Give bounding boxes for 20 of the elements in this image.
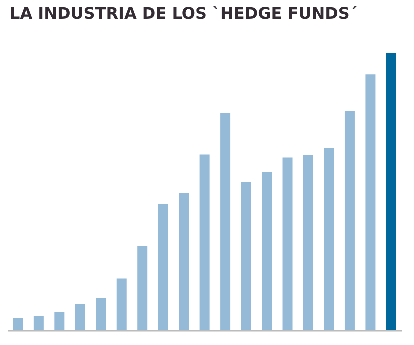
chart-title: LA INDUSTRIA DE LOS `HEDGE FUNDS´ (9, 3, 359, 25)
bar (200, 154, 210, 331)
bar (324, 148, 334, 331)
bar (158, 204, 168, 331)
bar (386, 53, 396, 331)
bar (75, 304, 86, 331)
bar (116, 278, 127, 331)
bar (54, 312, 65, 331)
bar (179, 193, 190, 331)
bar (220, 113, 231, 331)
bar (138, 246, 148, 331)
bar (366, 74, 376, 331)
bar (262, 172, 272, 331)
bar (241, 182, 252, 331)
bar (304, 155, 314, 331)
bar (282, 158, 293, 331)
bar (34, 316, 44, 331)
bar (13, 318, 24, 331)
bar (96, 298, 106, 331)
bar (344, 111, 355, 331)
